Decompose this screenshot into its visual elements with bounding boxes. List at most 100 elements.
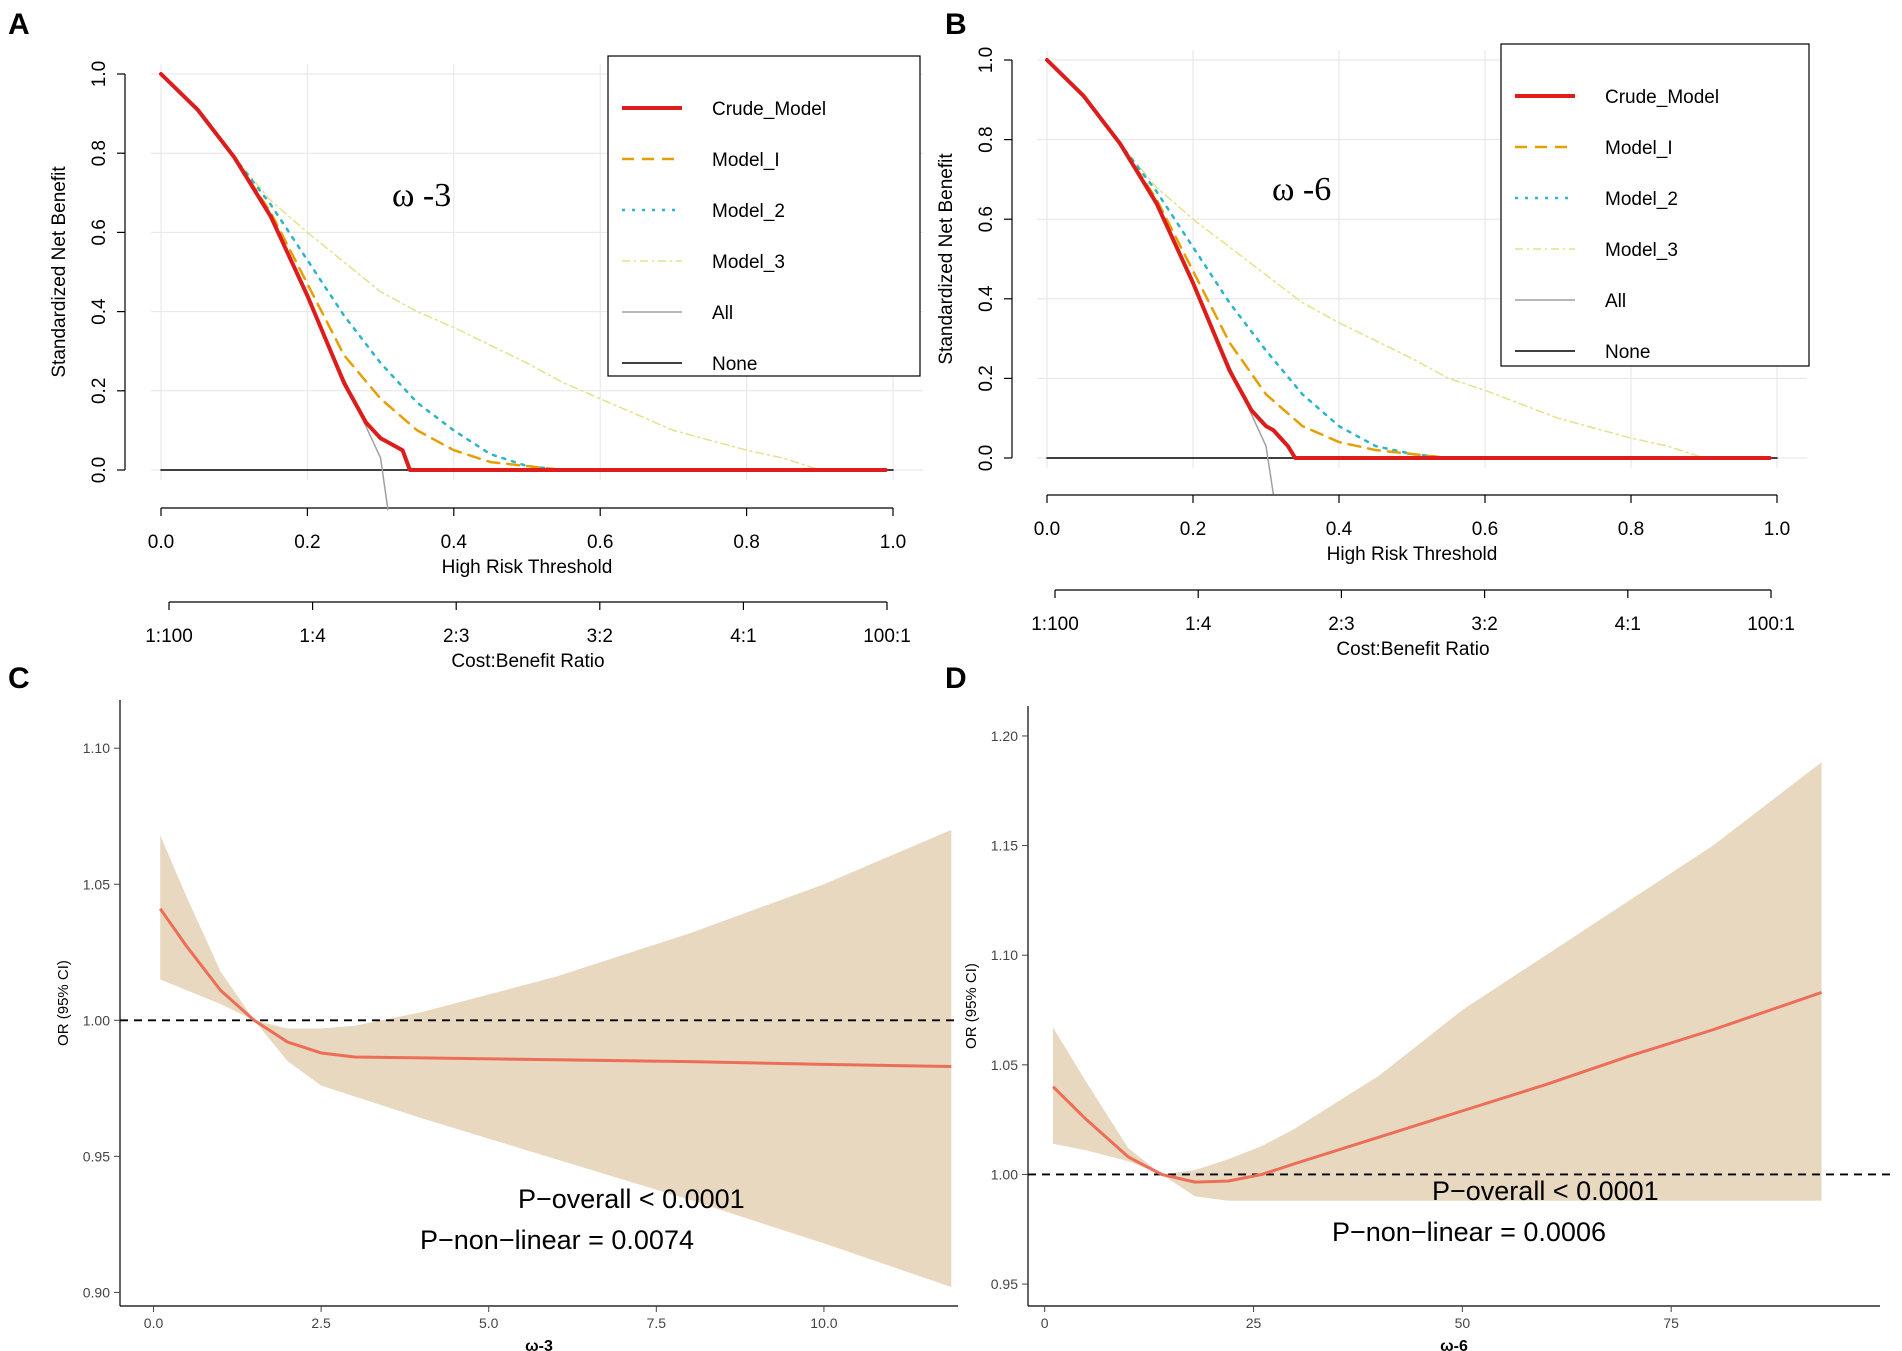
secondary-tick-label: 3:2 <box>587 626 613 647</box>
x-tick-label: 1.0 <box>1764 519 1790 540</box>
x-tick-label: 5.0 <box>479 1315 499 1331</box>
x-tick-label: 10.0 <box>810 1315 837 1331</box>
y-axis-label: Standardized Net Benefit <box>49 166 70 378</box>
panel-c-rcs-plot: 0.90 0.95 1.00 1.05 1.10 0.0 2.5 5.0 7.5 10.0 OR (… <box>55 700 958 1351</box>
x-tick-label: 25 <box>1246 1315 1262 1331</box>
y-tick-label: 0.6 <box>976 206 997 232</box>
x-axis-label: ω-3 <box>525 1338 553 1351</box>
x-tick-label: 7.5 <box>647 1315 667 1331</box>
series-group <box>1045 58 1778 495</box>
x-tick-label: 0.0 <box>148 532 174 553</box>
y-tick-label: 1.05 <box>83 876 110 892</box>
panel-title: ω -6 <box>1272 171 1331 208</box>
legend-label: Crude_Model <box>712 99 826 120</box>
panel-letter-a: A <box>8 8 30 41</box>
y-axis: 0.0 0.2 0.4 0.6 0.8 1.0 Standardized Net Benef… <box>49 61 126 483</box>
y-tick-label: 0.4 <box>89 298 110 325</box>
p-overall-annotation: P−overall < 0.0001 <box>1432 1176 1659 1206</box>
x-axis-label: High Risk Threshold <box>1327 544 1498 565</box>
legend: Crude_Model Model_I Model_2 Model_3 All None <box>607 55 921 377</box>
y-tick-label: 0.8 <box>89 140 110 166</box>
series-line-model-3 <box>160 73 887 471</box>
y-tick-label: 1.20 <box>991 728 1018 744</box>
legend: Crude_Model Model_I Model_2 Model_3 All None <box>1500 43 1810 367</box>
series-line-crude-model <box>159 72 888 472</box>
legend-label: Model_2 <box>712 201 785 222</box>
x-tick-label: 0.6 <box>587 532 613 553</box>
x-tick-label: 0.8 <box>733 532 759 553</box>
y-tick-label: 1.0 <box>976 47 997 73</box>
x-tick-label: 0.4 <box>441 532 468 553</box>
legend-label: Model_I <box>1605 138 1673 159</box>
legend-label: Model_3 <box>1605 240 1678 261</box>
legend-label: Crude_Model <box>1605 87 1719 108</box>
legend-label: All <box>1605 291 1626 312</box>
x-axis: 0.0 0.2 0.4 0.6 0.8 1.0 High Risk Threshold <box>148 507 906 578</box>
secondary-tick-label: 1:100 <box>145 626 193 647</box>
secondary-tick-label: 1:4 <box>299 626 326 647</box>
x-tick-label: 0.6 <box>1472 519 1498 540</box>
legend-label: Model_I <box>712 150 780 171</box>
y-tick-label: 0.2 <box>89 378 110 404</box>
y-tick-label: 0.2 <box>976 365 997 391</box>
panel-letter-d: D <box>945 662 967 695</box>
x-tick-label: 50 <box>1455 1315 1471 1331</box>
axes: 0.90 0.95 1.00 1.05 1.10 0.0 2.5 5.0 7.5 10.0 OR (… <box>55 700 958 1351</box>
series-line-crude-model <box>1045 58 1772 460</box>
y-tick-label: 1.05 <box>991 1057 1018 1073</box>
x-axis: 0.0 0.2 0.4 0.6 0.8 1.0 High Risk Threshold <box>1034 494 1790 565</box>
panel-title: ω -3 <box>392 177 451 214</box>
x-tick-label: 0.8 <box>1618 519 1644 540</box>
y-tick-label: 0.95 <box>83 1148 110 1164</box>
secondary-tick-label: 2:3 <box>443 626 469 647</box>
x-axis-label: ω-6 <box>1440 1338 1468 1351</box>
y-tick-label: 0.4 <box>976 285 997 312</box>
x-tick-label: 0.0 <box>1034 519 1060 540</box>
legend-label: None <box>712 354 757 375</box>
panel-letter-c: C <box>8 662 30 695</box>
series-line-all <box>1046 59 1275 495</box>
secondary-tick-label: 100:1 <box>1747 614 1795 635</box>
x-tick-label: 0 <box>1041 1315 1049 1331</box>
y-axis-label: OR (95% CI) <box>963 963 980 1049</box>
secondary-tick-label: 2:3 <box>1328 614 1354 635</box>
x-tick-label: 1.0 <box>880 532 906 553</box>
y-tick-label: 1.15 <box>991 838 1018 854</box>
y-tick-label: 0.0 <box>89 457 110 483</box>
secondary-tick-label: 4:1 <box>1615 614 1641 635</box>
y-tick-label: 1.0 <box>89 61 110 87</box>
legend-label: Model_3 <box>712 252 785 273</box>
secondary-tick-label: 4:1 <box>730 626 756 647</box>
series-line-all <box>160 73 389 511</box>
secondary-axis: 1:100 1:4 2:3 3:2 4:1 100:1 Cost:Benefit Ratio <box>145 601 911 672</box>
or-line <box>1052 991 1823 1184</box>
y-axis: 0.0 0.2 0.4 0.6 0.8 1.0 Standardized Net Benef… <box>936 47 1013 471</box>
y-tick-label: 1.00 <box>83 1012 110 1028</box>
secondary-axis: 1:100 1:4 2:3 3:2 4:1 100:1 Cost:Benefit Ratio <box>1031 589 1795 660</box>
secondary-tick-label: 1:100 <box>1031 614 1079 635</box>
ci-ribbon <box>1053 762 1822 1201</box>
x-axis-label: High Risk Threshold <box>442 557 613 578</box>
y-tick-label: 1.10 <box>83 740 110 756</box>
y-axis-label: OR (95% CI) <box>55 960 72 1046</box>
legend-label: All <box>712 303 733 324</box>
panel-d-rcs-plot: 0.95 1.00 1.05 1.10 1.15 1.20 0 25 50 75 OR (95% C… <box>963 706 1895 1351</box>
secondary-tick-label: 3:2 <box>1471 614 1497 635</box>
secondary-axis-label: Cost:Benefit Ratio <box>451 651 604 672</box>
y-tick-label: 0.95 <box>991 1276 1018 1292</box>
y-tick-label: 0.8 <box>976 126 997 152</box>
x-tick-label: 0.4 <box>1326 519 1353 540</box>
x-tick-label: 75 <box>1663 1315 1679 1331</box>
secondary-tick-label: 1:4 <box>1185 614 1212 635</box>
series-group <box>159 72 894 511</box>
panel-letter-b: B <box>945 8 967 41</box>
secondary-tick-label: 100:1 <box>863 626 911 647</box>
y-tick-label: 0.0 <box>976 445 997 471</box>
y-tick-label: 0.6 <box>89 219 110 245</box>
secondary-axis-label: Cost:Benefit Ratio <box>1336 639 1489 660</box>
p-nonlinear-annotation: P−non−linear = 0.0074 <box>420 1225 694 1255</box>
legend-label: None <box>1605 342 1650 363</box>
p-nonlinear-annotation: P−non−linear = 0.0006 <box>1332 1217 1606 1247</box>
or-line <box>158 907 952 1069</box>
